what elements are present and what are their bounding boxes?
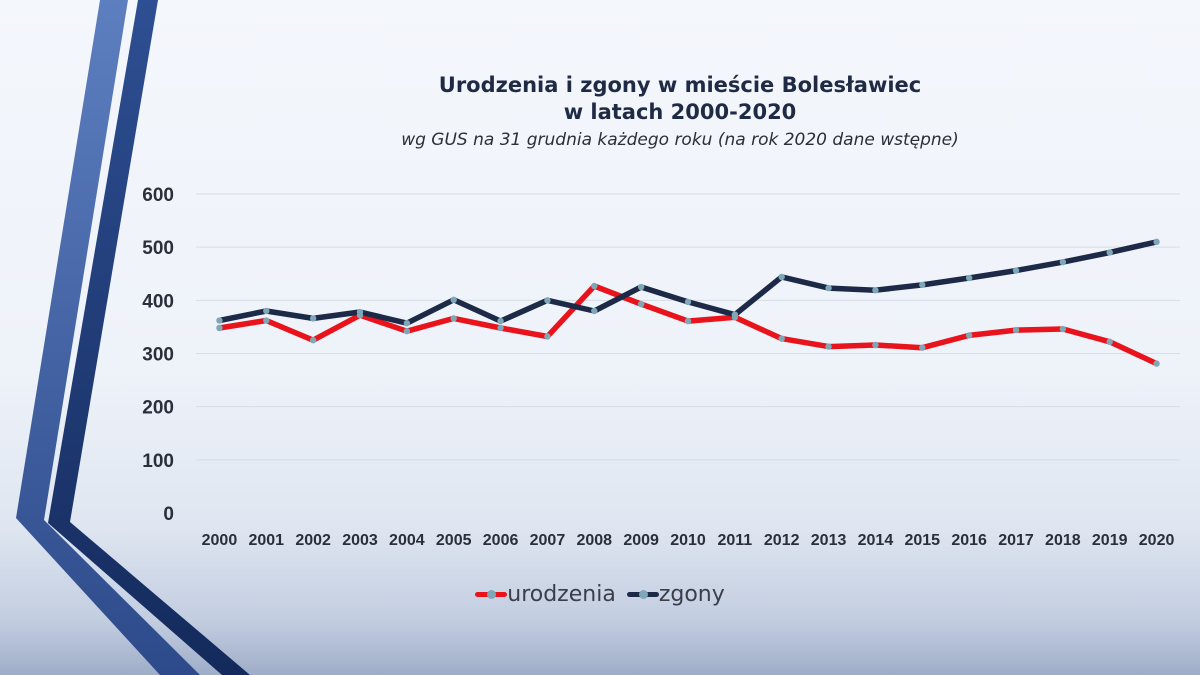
data-point-urodzenia (544, 333, 551, 340)
x-tick-label: 2017 (998, 532, 1034, 549)
x-tick-label: 2015 (904, 532, 940, 549)
data-point-zgony (684, 298, 692, 306)
y-tick-label: 300 (142, 345, 174, 366)
data-point-urodzenia (919, 344, 926, 351)
x-tick-label: 2009 (623, 532, 659, 549)
data-point-zgony (1059, 258, 1067, 266)
y-tick-label: 500 (142, 238, 174, 259)
x-tick-label: 2019 (1092, 532, 1128, 549)
y-tick-label: 600 (142, 185, 174, 206)
data-point-zgony (778, 273, 785, 281)
x-tick-label: 2001 (248, 532, 284, 549)
chart-title-line-2: w latach 2000-2020 (563, 100, 797, 124)
decor-stripe-light (16, 0, 200, 675)
data-point-zgony (591, 307, 598, 315)
y-tick-label: 200 (142, 398, 174, 419)
data-point-zgony (356, 308, 364, 316)
x-tick-label: 2000 (202, 532, 238, 549)
x-tick-label: 2005 (436, 532, 472, 549)
data-point-urodzenia (778, 335, 785, 342)
data-point-zgony (544, 297, 551, 304)
data-point-zgony (872, 287, 879, 294)
x-tick-label: 2013 (811, 532, 847, 549)
x-tick-label: 2018 (1045, 532, 1081, 549)
data-point-zgony (1153, 238, 1160, 246)
x-tick-label: 2003 (342, 532, 378, 549)
legend-label-births: urodzenia (507, 582, 616, 607)
data-point-zgony (731, 311, 739, 318)
data-point-urodzenia (965, 332, 973, 339)
data-point-zgony (497, 317, 504, 325)
x-tick-label: 2008 (576, 532, 612, 549)
data-point-urodzenia (1106, 338, 1113, 346)
x-tick-label: 2006 (483, 532, 519, 549)
data-point-urodzenia (497, 324, 504, 332)
decor-stripe-dark (48, 0, 250, 675)
data-point-zgony (450, 296, 457, 304)
y-tick-label: 400 (142, 291, 174, 312)
data-point-zgony (216, 317, 223, 324)
chart-title-block: Urodzenia i zgony w mieście Bolesławiec … (300, 72, 1060, 152)
data-point-urodzenia (825, 343, 832, 350)
y-tick-label: 0 (163, 504, 174, 525)
y-tick-label: 100 (142, 451, 174, 472)
data-point-urodzenia (1153, 360, 1160, 367)
x-tick-label: 2016 (951, 532, 987, 549)
data-point-zgony (919, 281, 926, 289)
data-point-urodzenia (1012, 326, 1020, 334)
chart-title-line-1: Urodzenia i zgony w mieście Bolesławiec (438, 73, 922, 97)
data-point-zgony (309, 315, 317, 322)
data-point-urodzenia (591, 282, 598, 290)
legend-item-deaths: zgony (626, 582, 725, 607)
data-point-urodzenia (403, 327, 411, 335)
data-point-urodzenia (309, 337, 317, 344)
data-point-urodzenia (450, 315, 457, 322)
data-point-zgony (637, 283, 645, 291)
data-point-zgony (965, 274, 973, 282)
data-point-urodzenia (872, 341, 879, 349)
data-point-zgony (263, 307, 270, 315)
legend-item-births: urodzenia (475, 582, 616, 607)
legend-swatch-births (475, 590, 508, 599)
legend-label-deaths: zgony (658, 582, 725, 607)
x-tick-label: 2014 (858, 532, 894, 549)
x-tick-label: 2007 (530, 532, 566, 549)
data-point-zgony (1012, 267, 1020, 274)
x-tick-label: 2020 (1139, 532, 1175, 549)
data-point-urodzenia (263, 317, 270, 324)
data-point-zgony (825, 284, 832, 292)
series-line-urodzenia (216, 283, 1160, 367)
chart-subtitle: wg GUS na 31 grudnia każdego roku (na ro… (401, 130, 959, 150)
data-point-urodzenia (1059, 325, 1067, 333)
data-point-urodzenia (216, 324, 223, 332)
x-tick-label: 2010 (670, 532, 706, 549)
data-point-urodzenia (684, 317, 692, 325)
data-point-urodzenia (637, 300, 645, 308)
chart-legend: urodzenia zgony (0, 578, 1200, 607)
x-tick-label: 2002 (295, 532, 331, 549)
data-point-zgony (403, 319, 411, 327)
x-tick-label: 2012 (764, 532, 800, 549)
x-tick-label: 2011 (717, 532, 752, 549)
legend-swatch-deaths (626, 590, 659, 599)
data-point-zgony (1106, 249, 1113, 256)
x-tick-label: 2004 (389, 532, 425, 549)
